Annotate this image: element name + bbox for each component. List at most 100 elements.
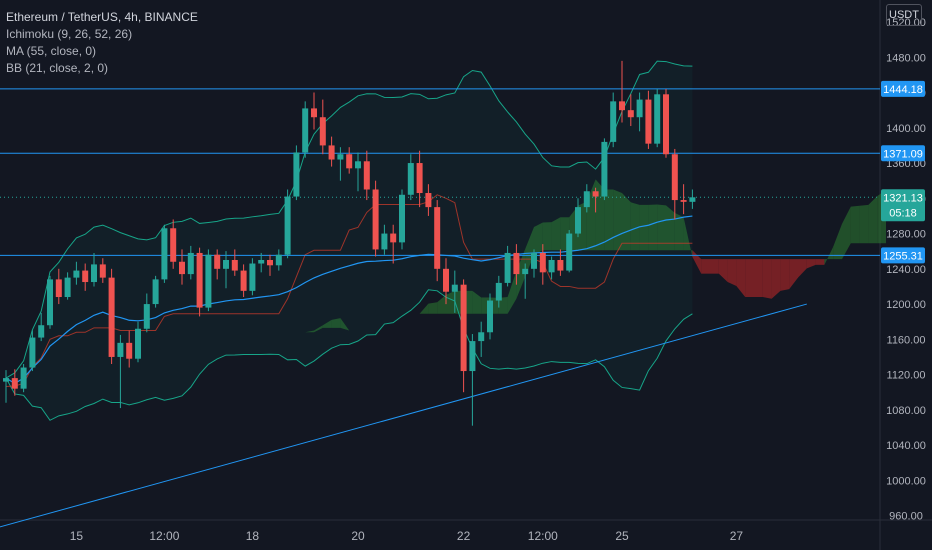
candle-body (223, 260, 229, 269)
candle-body (495, 282, 502, 301)
time-tick-label: 27 (730, 529, 744, 543)
candle-body (293, 152, 300, 197)
candle-body (504, 252, 511, 283)
cloud-segment (727, 259, 737, 286)
time-axis[interactable]: 15 12:00 18 20 22 12:00 25 27 (70, 529, 744, 543)
candle-body (451, 284, 458, 292)
cloud-segment (666, 205, 675, 251)
candle-body (513, 252, 520, 275)
cloud-segment (331, 318, 341, 328)
candle-body (487, 300, 493, 333)
cloud-segment (683, 217, 693, 257)
cloud-segment (745, 259, 754, 298)
time-tick-label: 15 (70, 529, 84, 543)
candle-body (267, 260, 273, 266)
currency-unit-button[interactable]: USDT (886, 4, 922, 26)
candle-body (355, 161, 361, 169)
price-tick-label: 1200.00 (886, 299, 926, 311)
cloud-segment (657, 204, 666, 251)
cloud-segment (305, 330, 314, 333)
cloud-segment (692, 250, 702, 274)
cloud-segment (419, 303, 429, 314)
candle-body (179, 261, 185, 275)
trend-line[interactable] (0, 303, 807, 535)
time-tick-label: 18 (246, 529, 260, 543)
candle-body (311, 108, 317, 118)
price-tick-label: 1400.00 (886, 123, 926, 135)
cloud-segment (815, 259, 825, 265)
candle-body (91, 264, 97, 283)
cloud-segment (270, 339, 279, 358)
candle-body (346, 154, 353, 169)
candle-body (20, 367, 27, 389)
candle-body (231, 260, 238, 271)
legend-symbol[interactable]: Ethereum / TetherUS, 4h, BINANCE (6, 10, 198, 24)
cloud-segment (525, 226, 534, 277)
bar-countdown-label: 05:18 (889, 207, 917, 219)
candle-body (47, 279, 53, 326)
candlestick-series (3, 60, 696, 426)
candle-body (258, 260, 265, 264)
candle-body (627, 110, 634, 118)
cloud-segment (630, 202, 640, 251)
cloud-segment (718, 259, 728, 283)
level-price-tag (881, 145, 925, 162)
cloud-segment (613, 189, 622, 251)
candle-body (443, 268, 449, 292)
cloud-segment (322, 319, 332, 328)
cloud-segment (622, 193, 631, 251)
candle-body (381, 233, 388, 250)
trend-line-segment[interactable] (0, 303, 807, 535)
candle-body (55, 279, 62, 298)
legend-ichimoku[interactable]: Ichimoku (9, 26, 52, 26) (6, 27, 133, 41)
candle-body (82, 270, 89, 283)
candle-body (328, 145, 335, 160)
candle-body (143, 304, 150, 329)
candle-body (548, 260, 555, 273)
candle-body (689, 197, 696, 202)
cloud-segment (789, 259, 798, 290)
cloud-segment (850, 205, 860, 244)
candle-body (73, 270, 80, 278)
cloud-segment (859, 204, 869, 244)
cloud-segment (710, 259, 719, 274)
cloud-segment (534, 222, 543, 255)
candle-body (319, 117, 326, 146)
time-tick-label: 22 (457, 529, 471, 543)
cloud-segment (868, 196, 878, 244)
candle-body (469, 341, 476, 372)
candle-body (284, 196, 291, 255)
legend-bb[interactable]: BB (21, close, 2, 0) (6, 61, 109, 75)
cloud-segment (595, 179, 605, 251)
candle-body (557, 260, 564, 271)
cloud-segment (446, 290, 455, 314)
cloud-segment (780, 259, 790, 291)
candle-body (108, 277, 115, 357)
legend-ma[interactable]: MA (55, close, 0) (6, 44, 97, 58)
cloud-segment (340, 318, 350, 331)
price-tick-label: 1120.00 (887, 370, 926, 382)
candle-body (539, 252, 546, 273)
cloud-segment (674, 212, 684, 251)
candle-body (240, 270, 247, 291)
last-price-tag (881, 189, 925, 222)
candle-body (11, 378, 18, 389)
candle-body (117, 342, 124, 357)
cloud-segment (798, 259, 807, 278)
cloud-segment (648, 204, 658, 251)
level-price-label: 1371.09 (883, 148, 923, 160)
ma-line (5, 215, 693, 385)
cloud-segment (516, 248, 526, 299)
price-tick-label: 1040.00 (886, 440, 926, 452)
candle-body (99, 264, 106, 278)
candle-body (372, 189, 379, 250)
cloud-segment (437, 294, 446, 314)
cloud-segment (754, 259, 763, 298)
candle-body (416, 163, 423, 194)
cloud-segment (551, 217, 561, 251)
candle-body (152, 279, 159, 305)
price-tick-label: 960.00 (889, 511, 923, 523)
candle-body (434, 207, 441, 269)
